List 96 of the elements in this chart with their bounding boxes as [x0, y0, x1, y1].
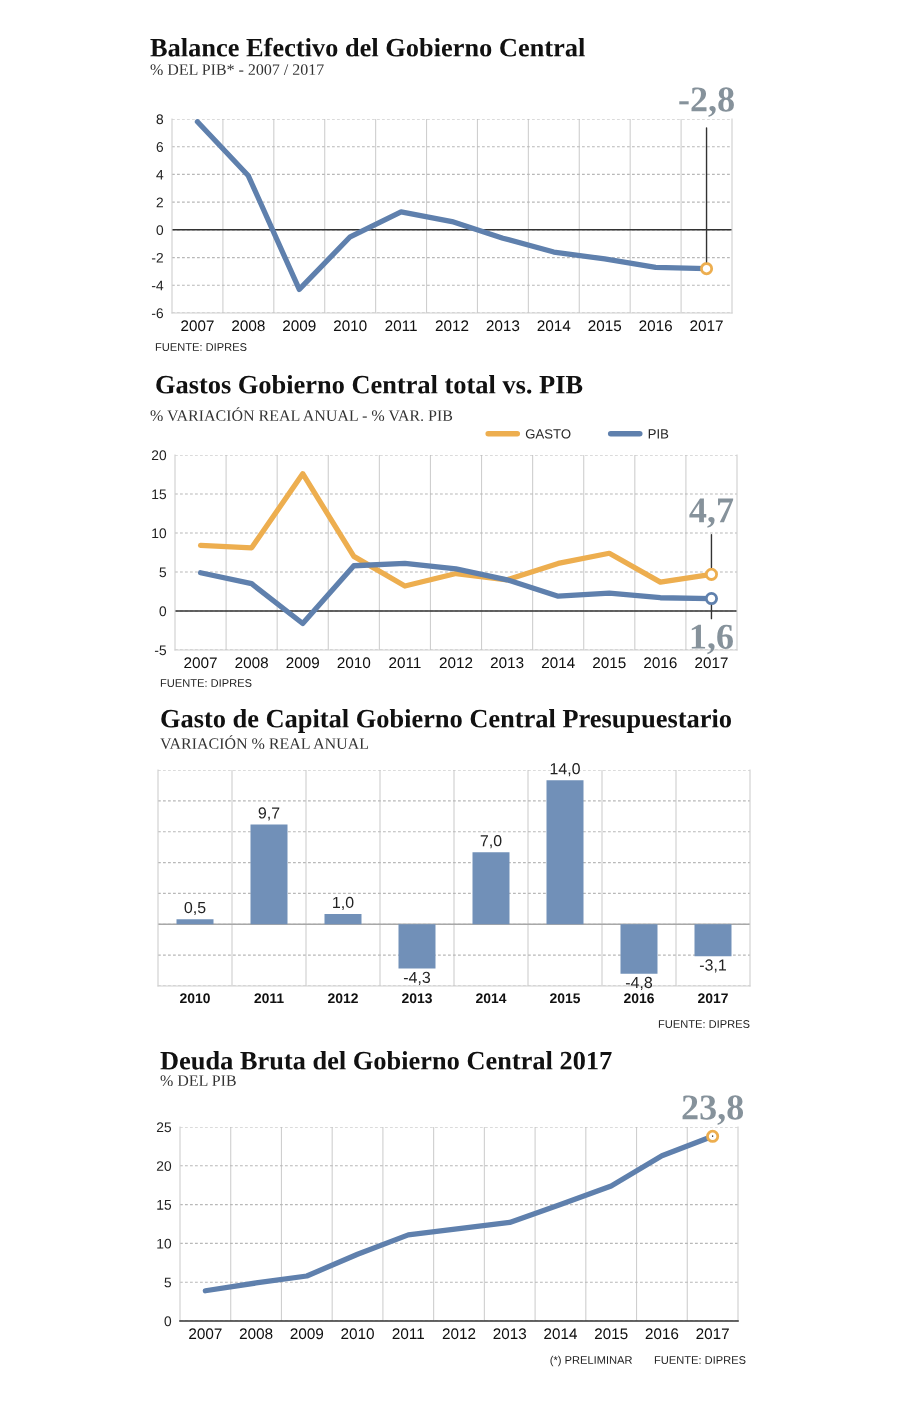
source-note: FUENTE: DIPRES	[160, 679, 252, 687]
x-tick-label: 2011	[385, 320, 417, 332]
x-tick-label: 2007	[184, 657, 217, 669]
y-tick-label: 8	[156, 114, 164, 125]
chart-title: Balance Efectivo del Gobierno Central	[150, 37, 585, 57]
y-tick-label: 0	[159, 606, 167, 617]
y-tick-label: -6	[151, 308, 164, 319]
x-tick-label: 2009	[290, 1328, 324, 1340]
x-tick-label: 2017	[698, 993, 728, 1004]
x-tick-label: 2014	[476, 993, 507, 1004]
x-tick-label: 2016	[644, 657, 677, 669]
x-tick-label: 2008	[235, 657, 268, 669]
x-tick-label: 2010	[180, 993, 210, 1004]
bar	[250, 824, 288, 925]
x-tick-label: 2016	[624, 993, 654, 1004]
bar	[472, 852, 510, 925]
x-tick-label: 2013	[486, 320, 520, 332]
x-tick-label: 2008	[239, 1328, 273, 1340]
x-tick-label: 2014	[537, 320, 571, 332]
chart-subtitle: % VARIACIÓN REAL ANUAL - % VAR. PIB	[150, 407, 453, 422]
x-tick-label: 2014	[541, 657, 575, 669]
chart-title: Gastos Gobierno Central total vs. PIB	[156, 375, 583, 394]
bar	[620, 924, 658, 974]
x-tick-label: 2012	[328, 993, 358, 1004]
y-tick-label: 0	[156, 225, 164, 236]
x-tick-label: 2017	[690, 320, 723, 332]
y-tick-label: 20	[151, 450, 167, 461]
text: (*) PRELIMINAR	[550, 1355, 632, 1367]
x-tick-label: 2007	[189, 1328, 222, 1340]
bar	[694, 924, 732, 957]
annotation: 23,8	[682, 1095, 744, 1125]
x-tick-label: 2014	[544, 1328, 577, 1340]
chart-subtitle: % DEL PIB	[160, 1075, 236, 1087]
y-tick-label: 10	[157, 1238, 172, 1249]
y-tick-label: -2	[151, 252, 163, 263]
x-tick-label: 2012	[442, 1328, 476, 1340]
data-label: -3,1	[699, 959, 726, 973]
data-label: 7,0	[480, 835, 502, 849]
y-tick-label: 2	[156, 197, 163, 208]
chart-subtitle: % DEL PIB* - 2007 / 2017	[150, 64, 324, 76]
bar	[176, 919, 214, 925]
x-tick-label: 2011	[254, 993, 284, 1004]
chart-title: Deuda Bruta del Gobierno Central 2017	[160, 1051, 612, 1070]
data-label: 14,0	[550, 763, 580, 777]
data-label: -4,3	[403, 971, 431, 985]
data-label: -4,8	[625, 976, 653, 991]
y-tick-label: 0	[164, 1316, 172, 1327]
x-tick-label: 2013	[493, 1328, 527, 1340]
x-tick-label: 2013	[402, 993, 432, 1004]
y-tick-label: 15	[157, 1200, 172, 1210]
annotation: 1,6	[691, 624, 733, 655]
x-tick-label: 2016	[645, 1328, 679, 1340]
x-tick-label: 2011	[392, 1328, 424, 1340]
y-tick-label: 20	[156, 1161, 172, 1171]
bar	[398, 924, 436, 969]
x-tick-label: 2009	[283, 320, 316, 332]
y-tick-label: 5	[159, 567, 167, 578]
y-tick-label: 6	[156, 142, 164, 152]
chart-title: Gasto de Capital Gobierno Central Presupuestario	[161, 709, 731, 733]
y-tick-label: 25	[156, 1122, 172, 1133]
x-tick-label: 2010	[341, 1328, 374, 1340]
x-tick-label: 2012	[435, 320, 469, 332]
x-tick-label: 2013	[490, 657, 524, 669]
x-tick-label: 2011	[389, 657, 421, 669]
x-tick-label: 2009	[286, 657, 319, 669]
y-tick-label: 5	[164, 1277, 172, 1288]
x-tick-label: 2012	[439, 657, 473, 669]
source-note: FUENTE: DIPRES	[658, 1020, 750, 1028]
x-tick-label: 2010	[333, 320, 367, 332]
chart-subtitle: VARIACIÓN % REAL ANUAL	[160, 735, 368, 750]
y-tick-label: -4	[151, 280, 164, 291]
data-label: 1,0	[333, 896, 354, 910]
legend-label: GASTO	[525, 429, 571, 439]
data-label: 0,5	[184, 901, 206, 916]
bar	[324, 914, 362, 925]
x-tick-label: 2017	[695, 657, 728, 669]
x-tick-label: 2015	[588, 320, 622, 332]
x-tick-label: 2015	[594, 1328, 628, 1340]
legend-label: PIB	[648, 429, 669, 439]
x-tick-label: 2016	[639, 320, 672, 332]
annotation: -2,8	[679, 87, 734, 117]
y-tick-label: 10	[152, 528, 167, 539]
y-tick-label: -5	[154, 645, 167, 656]
x-tick-label: 2015	[550, 993, 581, 1004]
source-note: FUENTE: DIPRES	[654, 1356, 746, 1364]
x-tick-label: 2007	[181, 320, 214, 332]
annotation: 4,7	[689, 498, 734, 528]
data-label: 9,7	[258, 807, 280, 821]
x-tick-label: 2008	[232, 320, 265, 332]
x-tick-label: 2017	[696, 1328, 729, 1340]
source-note: FUENTE: DIPRES	[155, 343, 247, 351]
x-tick-label: 2015	[593, 657, 626, 669]
x-tick-label: 2010	[337, 657, 371, 669]
bar	[546, 780, 584, 925]
y-tick-label: 4	[156, 169, 164, 180]
y-tick-label: 15	[152, 489, 167, 500]
